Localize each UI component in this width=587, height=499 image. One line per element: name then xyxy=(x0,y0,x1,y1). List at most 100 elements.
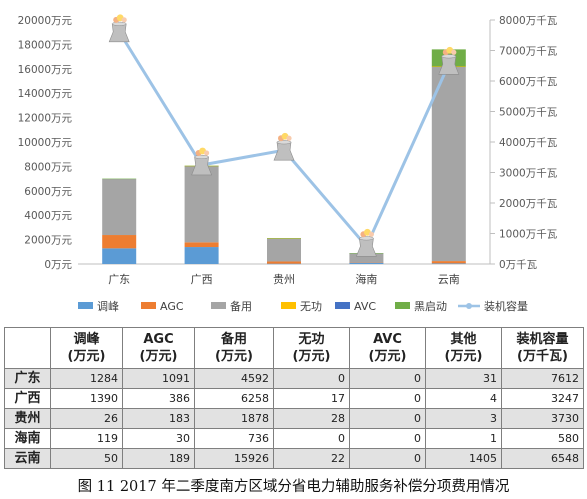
tower-body xyxy=(355,238,377,257)
header-line1: 备用 xyxy=(220,332,247,347)
header-line1: 无功 xyxy=(298,332,325,347)
bar-segment xyxy=(267,238,301,239)
category-labels: 广东 广西 贵州 海南 云南 xyxy=(108,272,460,286)
table-cell: 1878 xyxy=(194,408,274,429)
table-cell: 0 xyxy=(349,408,426,429)
legend: 调峰 AGC 备用 无功 AVC 黑启动 装机容量 xyxy=(78,299,528,313)
table-cell: 30 xyxy=(122,428,195,449)
legend-label: 装机容量 xyxy=(484,299,528,313)
bar-segment xyxy=(431,263,466,264)
bar-segment xyxy=(349,253,384,263)
table-cell: 736 xyxy=(194,428,274,449)
table-row: 广东 1284 1091 4592 0 0 31 7612 xyxy=(4,368,584,389)
power-plant-cooling-tower-icon xyxy=(355,228,377,257)
bar-segment xyxy=(267,263,301,265)
steam-puff xyxy=(204,150,210,156)
tower-top xyxy=(441,54,457,59)
bar-segment xyxy=(184,242,219,248)
steam-puff xyxy=(286,135,292,141)
header-line2: (万元) xyxy=(444,349,483,364)
row-label: 海南 xyxy=(4,428,51,449)
tower-body xyxy=(108,23,130,43)
table-cell: 6258 xyxy=(194,388,274,409)
table-cell: 1091 xyxy=(122,368,195,389)
category-label: 云南 xyxy=(438,273,460,286)
header-line2: (万元) xyxy=(139,349,178,364)
legend-swatch xyxy=(281,302,296,309)
table-cell: 0 xyxy=(349,448,426,469)
header-agc: AGC (万元) xyxy=(122,327,195,369)
table-row: 云南 50 189 15926 22 0 1405 6548 xyxy=(4,448,584,469)
bar-segment xyxy=(267,238,301,262)
left-tick-label: 18000万元 xyxy=(18,39,73,51)
header-line2: (万元) xyxy=(67,349,106,364)
table-cell: 119 xyxy=(50,428,123,449)
category-label: 广东 xyxy=(108,273,130,286)
right-tick-label: 7000万千瓦 xyxy=(499,46,558,58)
left-tick-label: 2000万元 xyxy=(24,235,72,247)
table-corner xyxy=(4,327,51,369)
table-cell: 1 xyxy=(425,428,502,449)
legend-line-marker xyxy=(466,303,472,309)
table-cell: 0 xyxy=(273,428,350,449)
bar-segment xyxy=(184,247,219,264)
tower-top xyxy=(194,154,209,160)
chart: 0万元 2000万元 4000万元 6000万元 8000万元 10000万元 12000万… xyxy=(18,14,558,313)
table-row: 贵州 26 183 1878 28 0 3 3730 xyxy=(4,408,584,429)
left-tick-label: 14000万元 xyxy=(18,88,73,100)
power-plant-cooling-tower-icon xyxy=(438,46,460,75)
table-cell: 4 xyxy=(425,388,502,409)
row-label: 广西 xyxy=(4,388,51,409)
table-cell: 6548 xyxy=(501,448,584,469)
legend-label: AGC xyxy=(160,300,184,313)
bar-segment xyxy=(184,165,219,243)
left-tick-label: 0万元 xyxy=(44,259,72,271)
category-label: 海南 xyxy=(355,272,377,286)
left-tick-label: 4000万元 xyxy=(24,210,72,222)
row-label: 云南 xyxy=(4,448,51,469)
table-cell: 28 xyxy=(273,408,350,429)
table-row: 海南 119 30 736 0 0 1 580 xyxy=(4,428,584,449)
table-cell: 31 xyxy=(425,368,502,389)
header-line1: 调峰 xyxy=(73,332,100,347)
table-cell: 3 xyxy=(425,408,502,429)
bar-segment xyxy=(431,66,466,262)
legend-swatch xyxy=(335,302,350,309)
header-line2: (万千瓦) xyxy=(517,349,568,364)
left-tick-label: 20000万元 xyxy=(18,15,73,27)
bar-segment xyxy=(102,235,137,249)
legend-label: 黑启动 xyxy=(414,300,447,313)
header-line1: AVC xyxy=(373,332,402,347)
figure-caption: 图 11 2017 年二季度南方区域分省电力辅助服务补偿分项费用情况 xyxy=(77,479,510,495)
header-line1: 其他 xyxy=(450,332,477,347)
header-avc: AVC (万元) xyxy=(349,327,426,369)
left-axis: 0万元 2000万元 4000万元 6000万元 8000万元 10000万元 12000万… xyxy=(18,15,73,271)
header-tiaofeng: 调峰 (万元) xyxy=(50,327,123,369)
legend-label: 调峰 xyxy=(97,300,119,313)
table-cell: 189 xyxy=(122,448,195,469)
legend-label: AVC xyxy=(354,300,376,313)
table-cell: 17 xyxy=(273,388,350,409)
tower-top xyxy=(359,236,374,241)
legend-label: 备用 xyxy=(230,299,252,313)
table-cell: 1390 xyxy=(50,388,123,409)
header-line1: 装机容量 xyxy=(516,332,569,347)
table-cell: 7612 xyxy=(501,368,584,389)
table-row: 广西 1390 386 6258 17 0 4 3247 xyxy=(4,388,584,409)
steam-puff xyxy=(368,231,374,237)
power-plant-cooling-tower-icon xyxy=(191,147,213,176)
bar-segment xyxy=(102,248,137,264)
legend-swatch xyxy=(141,302,156,309)
header-beiyong: 备用 (万元) xyxy=(194,327,274,369)
left-tick-label: 12000万元 xyxy=(18,113,73,125)
data-table: 调峰 (万元) AGC (万元) 备用 (万元) 无功 (万元) AVC (万元) 其他 (… xyxy=(4,327,584,469)
left-tick-label: 10000万元 xyxy=(18,137,73,149)
power-plant-cooling-tower-icon xyxy=(108,14,130,43)
table-cell: 0 xyxy=(349,388,426,409)
row-label: 贵州 xyxy=(4,408,51,429)
header-line2: (万元) xyxy=(292,349,331,364)
left-tick-label: 16000万元 xyxy=(18,64,73,76)
bar-segment xyxy=(431,261,466,264)
table-cell: 3730 xyxy=(501,408,584,429)
legend-swatch xyxy=(78,302,93,309)
